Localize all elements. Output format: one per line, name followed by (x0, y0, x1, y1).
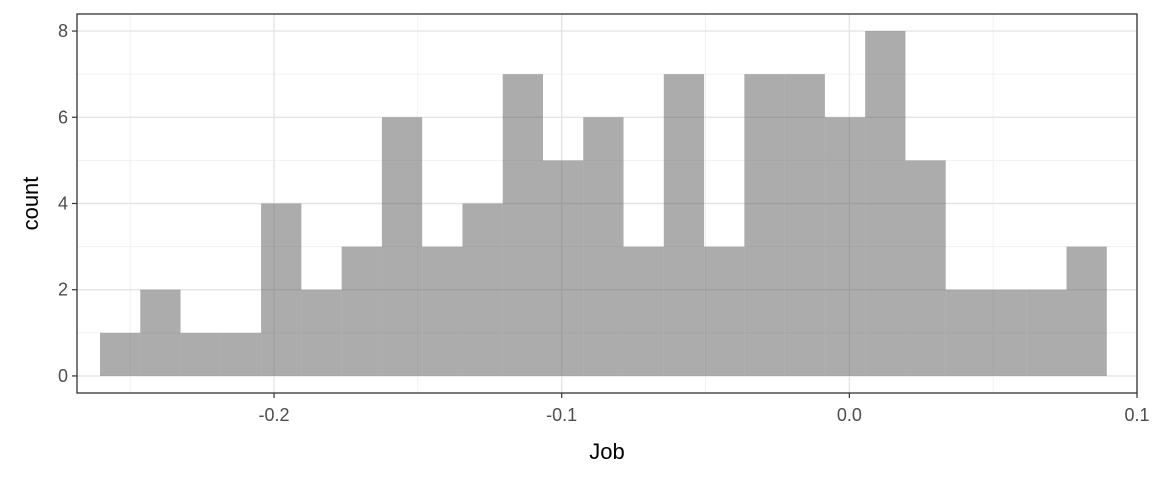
histogram-bar (220, 332, 262, 376)
histogram-bar (1026, 289, 1067, 376)
histogram-bar (261, 203, 302, 376)
x-tick-label: -0.1 (546, 405, 577, 425)
y-tick-label: 4 (58, 194, 68, 214)
histogram-bar (381, 117, 423, 376)
histogram-bar (542, 160, 584, 376)
histogram-bar (422, 246, 463, 376)
histogram-bar (865, 31, 906, 376)
y-axis-ticks: 0 2 4 6 8 (58, 21, 77, 386)
y-tick-label: 0 (58, 366, 68, 386)
histogram-bar (784, 74, 825, 376)
histogram-bar (744, 74, 785, 376)
histogram-bar (341, 246, 382, 376)
histogram-bar (824, 117, 866, 376)
y-axis-title: count (18, 177, 43, 231)
histogram-bar (905, 160, 946, 376)
histogram-bars (100, 31, 1107, 376)
histogram-bar (301, 289, 342, 376)
histogram-bar (945, 289, 986, 376)
x-tick-label: 0.0 (837, 405, 862, 425)
histogram-bar (502, 74, 543, 376)
histogram-bar (583, 117, 624, 376)
y-tick-label: 2 (58, 280, 68, 300)
histogram-bar (985, 289, 1027, 376)
x-axis-title: Job (589, 439, 624, 464)
x-axis-ticks: -0.2 -0.1 0.0 0.1 (259, 393, 1150, 425)
histogram-bar (1066, 246, 1107, 376)
y-tick-label: 8 (58, 21, 68, 41)
histogram-bar (180, 332, 221, 376)
x-tick-label: -0.2 (259, 405, 290, 425)
histogram-bar (100, 332, 141, 376)
histogram-bar (704, 246, 745, 376)
histogram-bar (140, 289, 181, 376)
histogram-bar (623, 246, 664, 376)
y-tick-label: 6 (58, 107, 68, 127)
histogram-bar (663, 74, 705, 376)
x-tick-label: 0.1 (1124, 405, 1149, 425)
histogram-bar (462, 203, 503, 376)
